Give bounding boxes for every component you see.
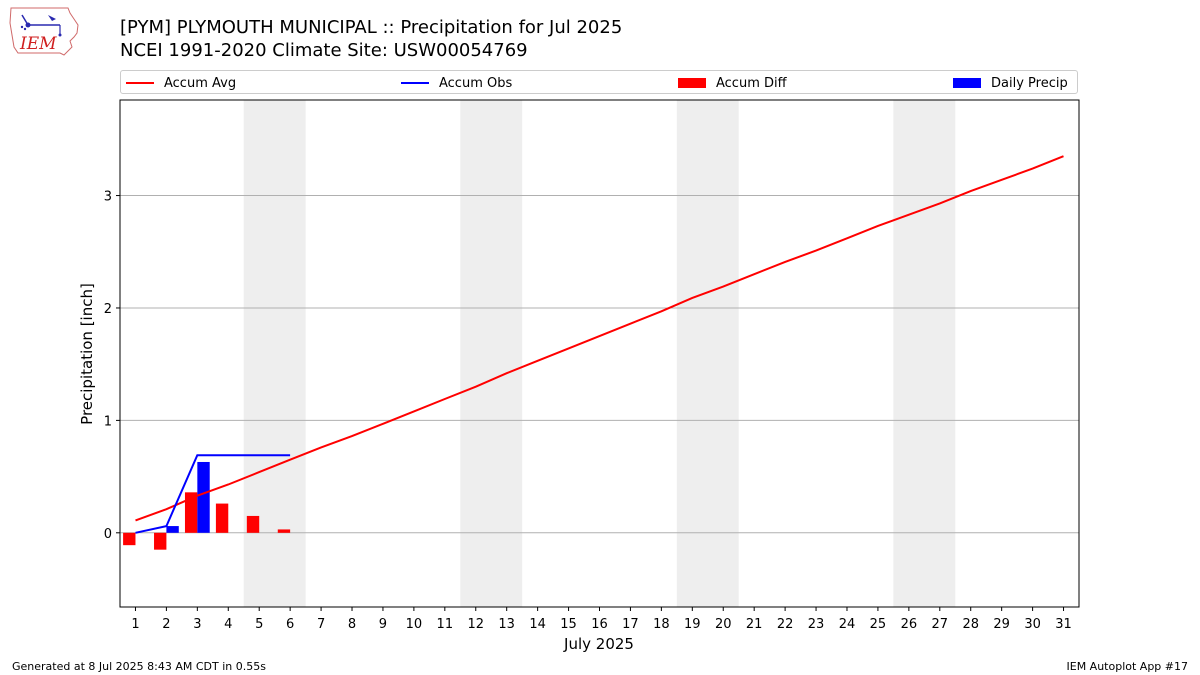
x-tick-label: 20 bbox=[715, 617, 732, 632]
legend-swatch bbox=[126, 82, 154, 84]
legend-item-accum-obs: Accum Obs bbox=[401, 74, 512, 92]
x-tick-label: 22 bbox=[777, 617, 794, 632]
y-axis-label: Precipitation [inch] bbox=[78, 283, 96, 425]
y-tick-label: 2 bbox=[104, 302, 112, 317]
x-tick-label: 8 bbox=[348, 617, 356, 632]
lines bbox=[135, 155, 1064, 534]
bar-accum-diff bbox=[215, 503, 229, 533]
y-tick-label: 1 bbox=[104, 414, 112, 429]
x-axis-label: July 2025 bbox=[563, 635, 634, 653]
bar-accum-diff bbox=[184, 492, 198, 533]
footer-app: IEM Autoplot App #17 bbox=[1066, 660, 1189, 673]
x-tick-label: 27 bbox=[932, 617, 949, 632]
legend-swatch bbox=[953, 78, 981, 88]
weekend-band bbox=[676, 100, 739, 607]
x-tick-label: 9 bbox=[379, 617, 387, 632]
legend-item-accum-diff: Accum Diff bbox=[678, 74, 787, 92]
x-tick-label: 28 bbox=[962, 617, 979, 632]
y-tick-label: 3 bbox=[104, 190, 112, 205]
x-tick-label: 26 bbox=[901, 617, 918, 632]
legend: Accum Avg Accum Obs Accum Diff Daily Pre… bbox=[120, 70, 1078, 94]
x-tick-label: 11 bbox=[437, 617, 454, 632]
chart-title: [PYM] PLYMOUTH MUNICIPAL :: Precipitatio… bbox=[120, 17, 623, 38]
bar-accum-diff bbox=[277, 529, 291, 533]
legend-label: Accum Diff bbox=[716, 75, 787, 91]
x-tick-label: 25 bbox=[870, 617, 887, 632]
legend-label: Accum Avg bbox=[164, 75, 237, 91]
x-tick-label: 4 bbox=[224, 617, 232, 632]
legend-swatch bbox=[401, 82, 429, 84]
x-tick-label: 13 bbox=[498, 617, 515, 632]
x-tick-label: 21 bbox=[746, 617, 763, 632]
x-tick-label: 2 bbox=[162, 617, 170, 632]
weekend-band bbox=[893, 100, 956, 607]
legend-label: Accum Obs bbox=[439, 75, 513, 91]
legend-item-accum-avg: Accum Avg bbox=[126, 74, 236, 92]
x-tick-label: 10 bbox=[406, 617, 423, 632]
x-tick-label: 29 bbox=[993, 617, 1010, 632]
bar-accum-diff bbox=[123, 532, 136, 546]
x-tick-label: 23 bbox=[808, 617, 825, 632]
logo-text: IEM bbox=[19, 34, 57, 54]
chart-subtitle: NCEI 1991-2020 Climate Site: USW00054769 bbox=[120, 40, 528, 61]
legend-label: Daily Precip bbox=[991, 75, 1068, 91]
x-tick-label: 16 bbox=[591, 617, 608, 632]
x-tick-label: 24 bbox=[839, 617, 856, 632]
x-tick-label: 30 bbox=[1024, 617, 1041, 632]
legend-item-daily-precip: Daily Precip bbox=[953, 74, 1068, 92]
bars bbox=[123, 461, 291, 550]
bar-daily-precip bbox=[197, 461, 210, 533]
x-tick-label: 1 bbox=[131, 617, 139, 632]
weekend-shading bbox=[243, 100, 956, 607]
x-tick-label: 15 bbox=[560, 617, 577, 632]
y-tick-label: 0 bbox=[104, 527, 112, 542]
footer-generated: Generated at 8 Jul 2025 8:43 AM CDT in 0… bbox=[12, 660, 266, 673]
weekend-band bbox=[460, 100, 523, 607]
line-accum-avg bbox=[135, 155, 1064, 522]
x-tick-label: 12 bbox=[467, 617, 484, 632]
x-tick-label: 14 bbox=[529, 617, 546, 632]
bar-accum-diff bbox=[154, 532, 167, 550]
x-tick-label: 19 bbox=[684, 617, 701, 632]
x-tick-label: 3 bbox=[193, 617, 201, 632]
x-tick-label: 6 bbox=[286, 617, 294, 632]
bar-daily-precip bbox=[166, 526, 179, 533]
x-tick-label: 17 bbox=[622, 617, 639, 632]
x-tick-label: 31 bbox=[1055, 617, 1072, 632]
x-tick-label: 18 bbox=[653, 617, 670, 632]
x-tick-label: 5 bbox=[255, 617, 263, 632]
bar-accum-diff bbox=[246, 515, 260, 533]
line-accum-obs bbox=[135, 454, 291, 534]
legend-swatch bbox=[678, 78, 706, 88]
iem-logo: IEM bbox=[8, 5, 80, 59]
x-tick-label: 7 bbox=[317, 617, 325, 632]
